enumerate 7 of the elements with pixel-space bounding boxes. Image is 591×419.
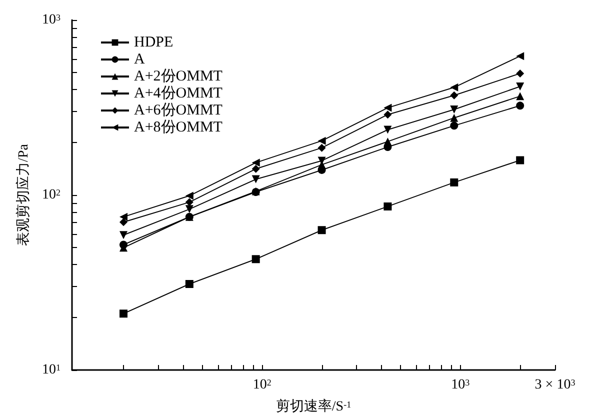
- y-axis-title: 表观剪切应力/Pa: [16, 143, 32, 246]
- legend-label: A+4份OMMT: [134, 86, 222, 102]
- legend-label: A+2份OMMT: [134, 68, 222, 84]
- legend-label: A: [134, 52, 145, 68]
- legend-label: A+8份OMMT: [134, 120, 222, 136]
- legend-label: A+6份OMMT: [134, 102, 222, 118]
- legend-label: HDPE: [134, 34, 174, 50]
